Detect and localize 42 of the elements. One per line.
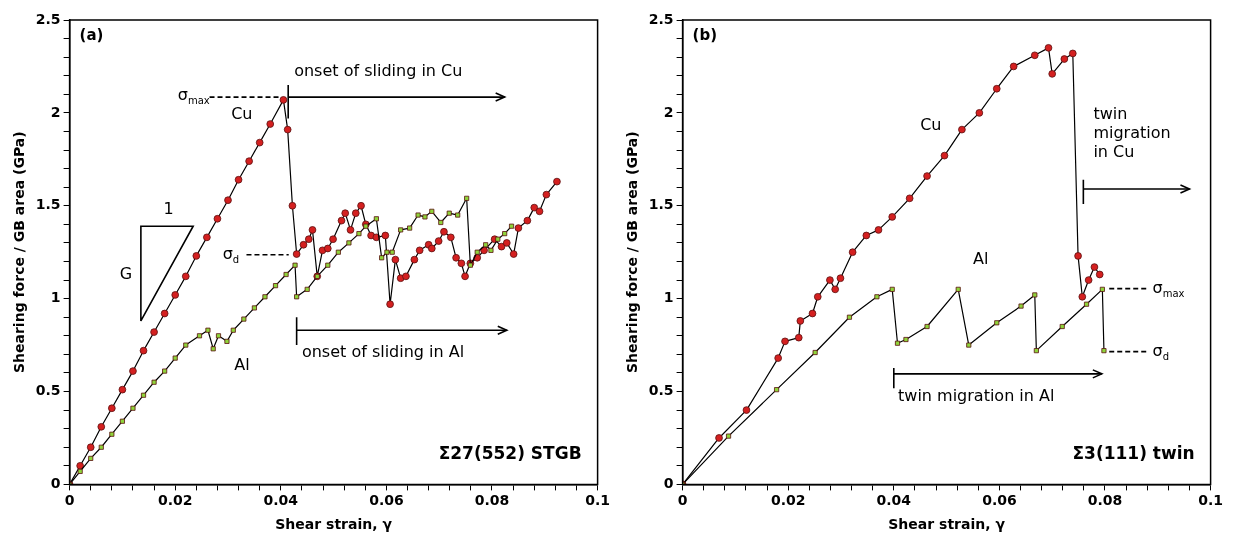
x-tick-label: 0.1: [585, 492, 611, 509]
annotation: twin migration in Cu: [1093, 103, 1171, 161]
text: Σ3(111) twin: [1072, 442, 1195, 463]
x-axis-title: Shear strain, γ: [888, 516, 1006, 533]
annotation: G: [119, 263, 133, 283]
chart-title: (a): [79, 25, 104, 44]
annotation: Al: [234, 354, 250, 374]
x-tick-label: 0.02: [157, 492, 193, 509]
annotation: Cu: [231, 103, 253, 123]
annotation: Al: [973, 248, 989, 268]
annotation: onset of sliding in Al: [301, 341, 465, 361]
x-tick-label: 0.02: [770, 492, 806, 509]
x-axis-title: Shear strain, γ: [275, 516, 393, 533]
x-tick-label: 0.04: [876, 492, 912, 509]
y-axis-title: Shearing force / GB area (GPa): [11, 131, 28, 374]
annotation: 1: [163, 198, 174, 218]
y-tick-label: 0: [663, 475, 674, 492]
chart-title: (b): [692, 25, 718, 44]
x-tick-label: 0.06: [369, 492, 404, 509]
y-tick-label: 0.5: [35, 382, 61, 399]
x-tick-label: 0.06: [982, 492, 1017, 509]
x-tick-label: 0.08: [1087, 492, 1123, 509]
y-tick-label: 0: [50, 475, 61, 492]
y-tick-label: 1.5: [35, 196, 61, 213]
y-axis-title: Shearing force / GB area (GPa): [624, 131, 641, 374]
text: Σ27(552) STGB: [438, 442, 582, 463]
y-tick-label: 0.5: [648, 382, 674, 399]
y-tick-label: 2.5: [648, 10, 674, 27]
x-tick-label: 0: [677, 492, 688, 509]
y-tick-label: 2.5: [35, 10, 61, 27]
y-tick-label: 1.5: [648, 196, 674, 213]
y-tick-label: 1: [663, 289, 674, 306]
x-tick-label: 0.1: [1198, 492, 1224, 509]
annotation: onset of sliding in Cu: [294, 61, 463, 81]
x-tick-label: 0.08: [474, 492, 510, 509]
annotation: Cu: [920, 115, 942, 135]
y-tick-label: 2: [50, 103, 61, 120]
x-tick-label: 0.04: [263, 492, 299, 509]
y-tick-label: 1: [50, 289, 61, 306]
y-tick-label: 2: [663, 103, 674, 120]
annotation: twin migration in Al: [898, 386, 1055, 406]
x-tick-label: 0: [64, 492, 75, 509]
